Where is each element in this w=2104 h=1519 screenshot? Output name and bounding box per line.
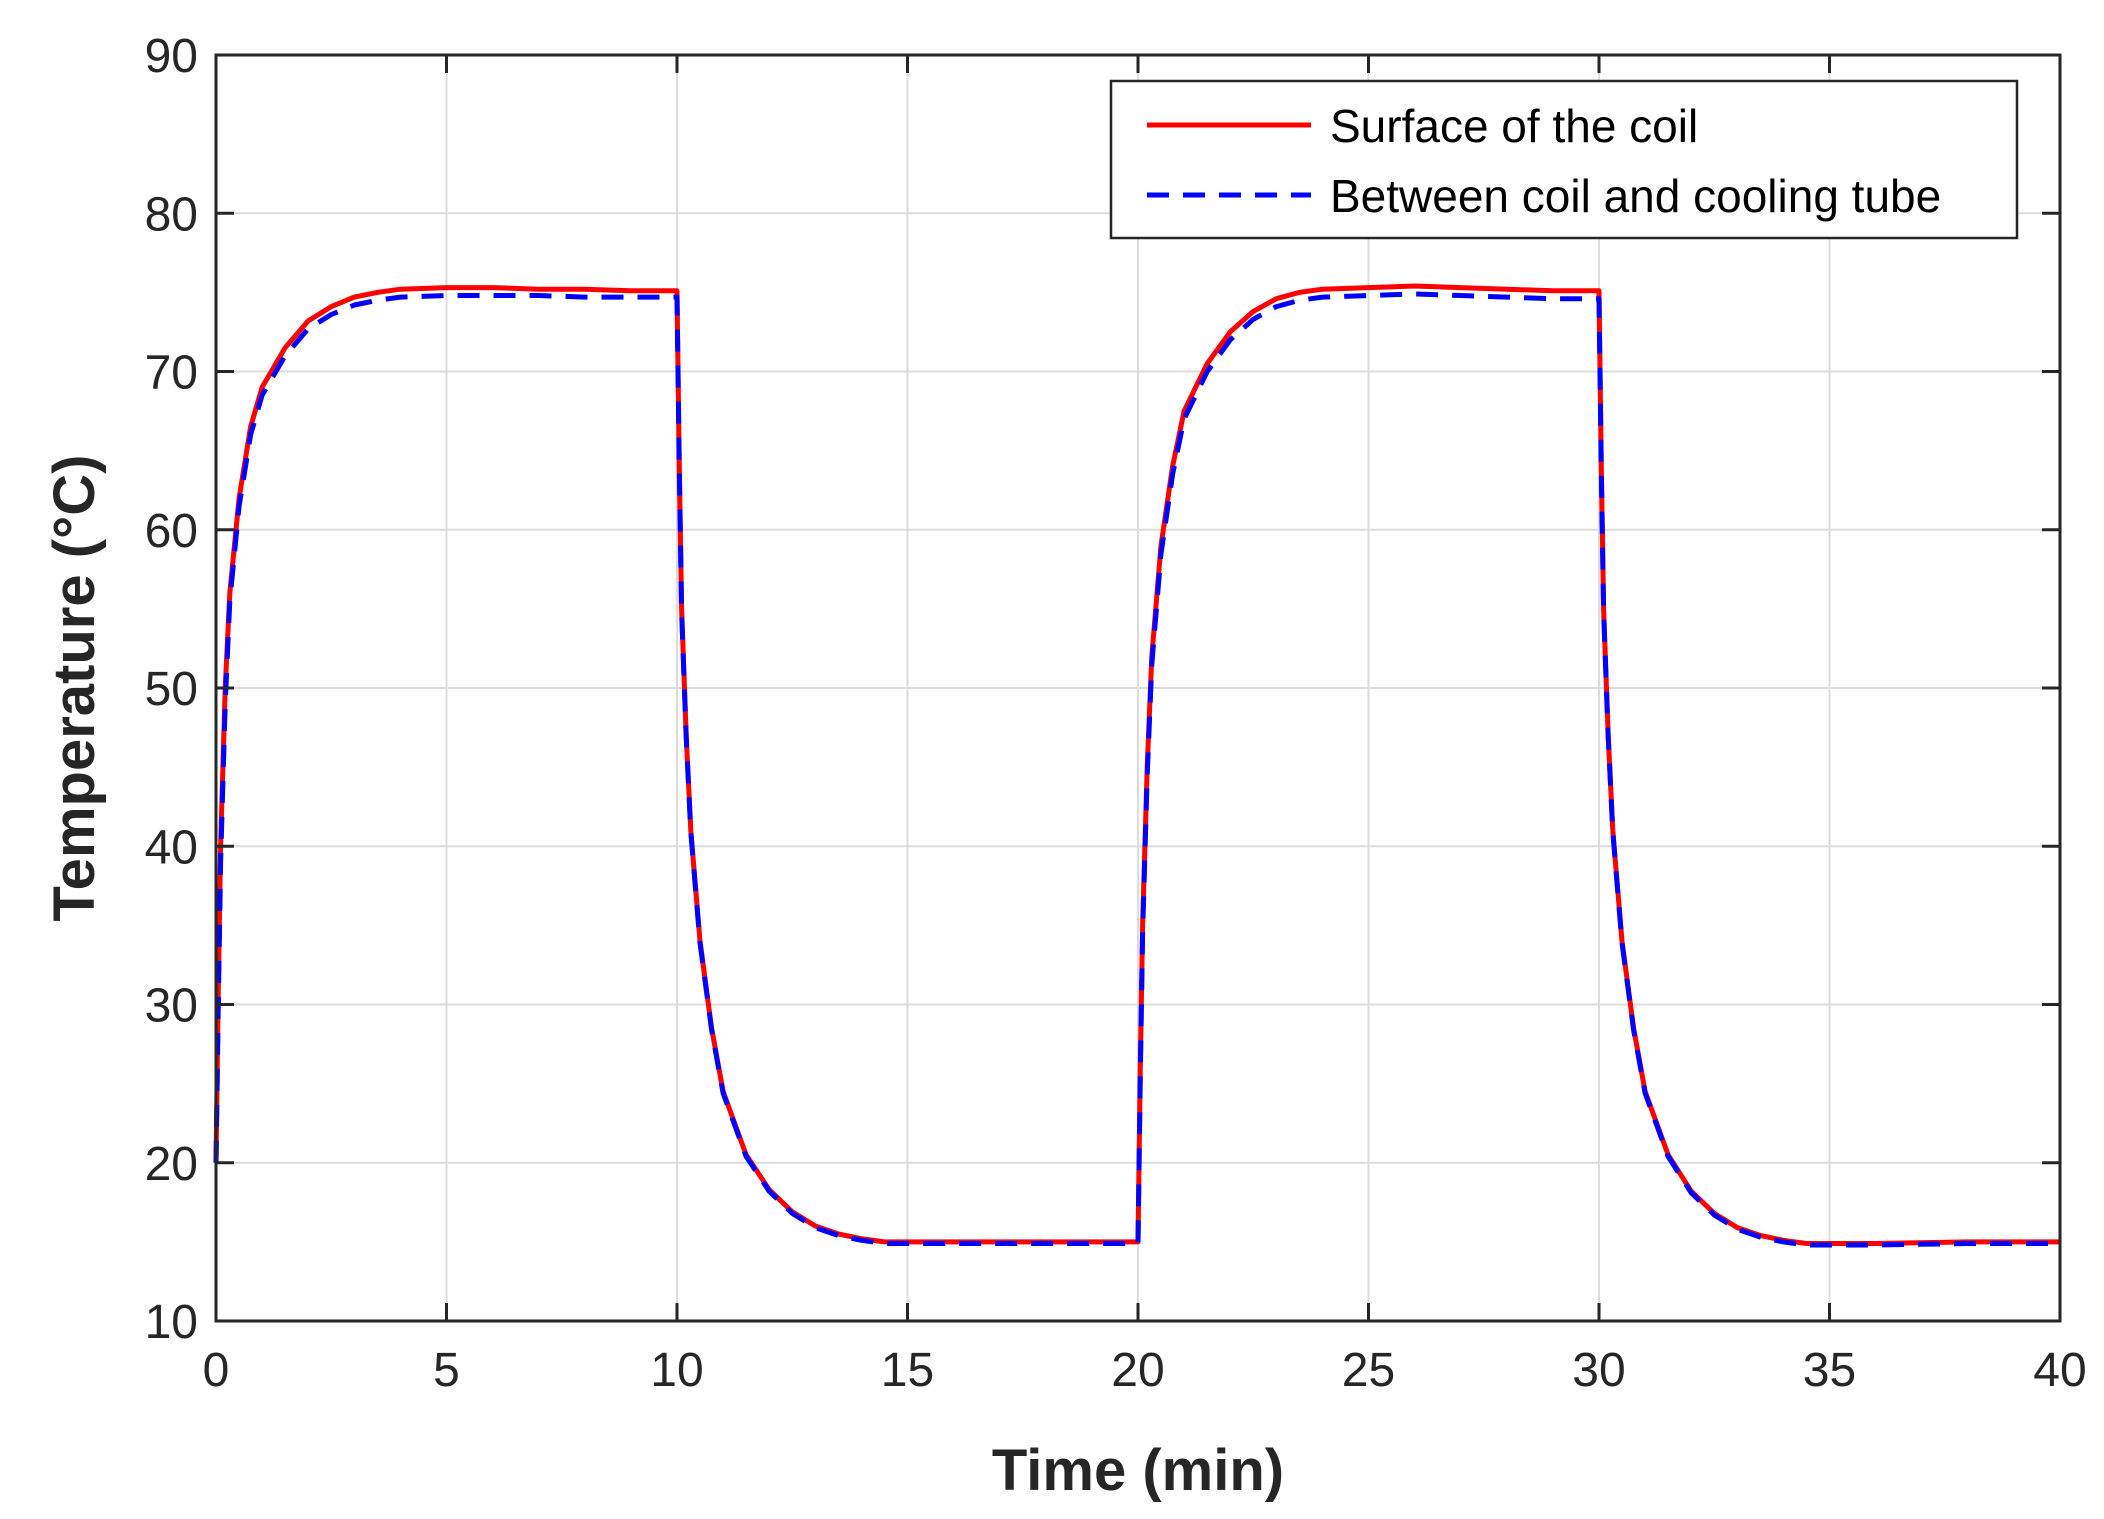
x-tick-label: 15 (881, 1344, 934, 1397)
legend-label-between: Between coil and cooling tube (1330, 170, 1941, 222)
legend: Surface of the coil Between coil and coo… (1109, 79, 2019, 240)
x-tick-label: 20 (1111, 1344, 1164, 1397)
x-tick-label: 5 (433, 1344, 460, 1397)
x-axis-title: Time (min) (992, 1438, 1284, 1503)
y-tick-label: 30 (145, 980, 198, 1033)
x-tick-label: 30 (1572, 1344, 1625, 1397)
y-tick-label: 80 (145, 188, 198, 241)
legend-label-surface: Surface of the coil (1330, 100, 1698, 152)
y-tick-label: 10 (145, 1296, 198, 1349)
x-tick-label: 0 (203, 1344, 230, 1397)
y-tick-label: 60 (145, 505, 198, 558)
series-lines (213, 283, 2060, 1248)
y-tick-label: 50 (145, 663, 198, 716)
y-axis-title: Temperature (°C) (42, 455, 107, 922)
x-tick-label: 10 (650, 1344, 703, 1397)
axis-ticks: 0 5 10 15 20 25 30 35 40 10 20 30 40 50 60 70 80 90 (145, 30, 2087, 1397)
x-tick-label: 40 (2033, 1344, 2086, 1397)
x-tick-label: 35 (1803, 1344, 1856, 1397)
y-tick-label: 40 (145, 821, 198, 874)
y-tick-label: 70 (145, 347, 198, 400)
y-tick-label: 90 (145, 30, 198, 83)
x-tick-label: 25 (1342, 1344, 1395, 1397)
legend-box (1109, 79, 2019, 240)
y-tick-label: 20 (145, 1138, 198, 1191)
